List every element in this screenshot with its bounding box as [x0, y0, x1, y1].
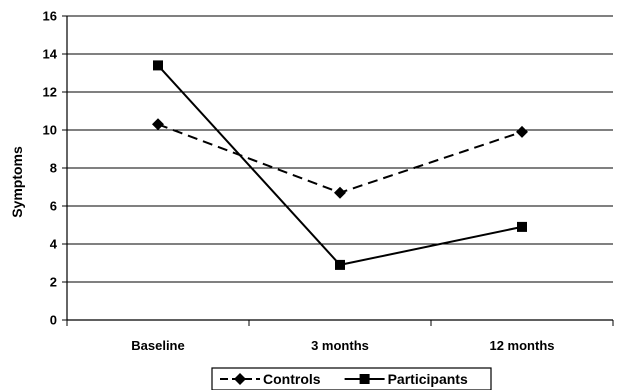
legend: Controls Participants	[211, 367, 492, 390]
legend-label-controls: Controls	[263, 371, 321, 387]
series	[152, 60, 528, 270]
series-line-controls	[157, 123, 523, 194]
x-tick-label: 12 months	[489, 338, 554, 353]
y-tick-label: 2	[50, 275, 57, 290]
data-point-controls	[334, 186, 346, 199]
y-axis-label: Symptoms	[9, 146, 25, 218]
y-tick-label: 4	[50, 237, 58, 252]
data-point-participants	[517, 221, 527, 232]
y-tick-labels: 0 2 4 6 8 10 12 14 16	[43, 9, 58, 328]
x-tick-label: 3 months	[311, 338, 369, 353]
series-participants	[153, 60, 527, 270]
data-point-controls	[152, 118, 164, 131]
y-tick-label: 6	[50, 199, 57, 214]
y-tick-label: 14	[43, 47, 58, 62]
x-tick-label: Baseline	[131, 338, 184, 353]
axes	[62, 15, 614, 326]
series-line-participants	[157, 64, 523, 266]
y-tick-label: 10	[43, 123, 57, 138]
data-point-participants	[153, 60, 163, 71]
y-tick-label: 8	[50, 161, 57, 176]
legend-marker-controls	[234, 373, 246, 385]
y-tick-label: 0	[50, 313, 57, 328]
legend-label-participants: Participants	[388, 371, 468, 387]
data-point-controls	[516, 125, 528, 138]
legend-marker-participants	[359, 374, 370, 384]
gridlines	[67, 15, 613, 283]
y-tick-label: 16	[43, 9, 57, 24]
data-point-participants	[335, 259, 345, 270]
series-controls	[152, 118, 528, 199]
x-tick-labels: Baseline 3 months 12 months	[131, 338, 554, 353]
y-tick-label: 12	[43, 85, 57, 100]
